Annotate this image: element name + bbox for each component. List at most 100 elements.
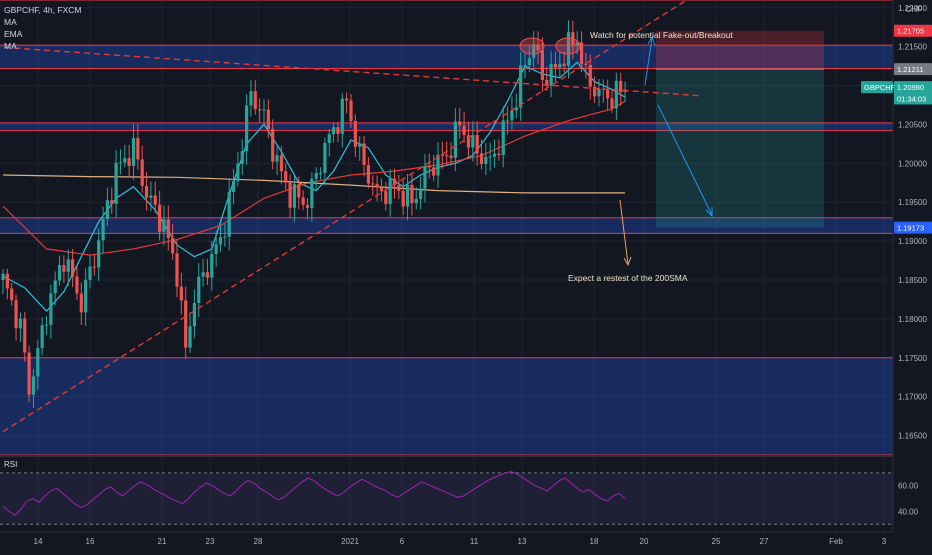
x-tick-label: 23 [206, 537, 215, 546]
candle-body [549, 64, 553, 86]
candle-body [497, 153, 501, 155]
candle-body [105, 200, 109, 220]
candle [301, 190, 305, 210]
candle [18, 312, 22, 343]
candle-body [162, 219, 166, 232]
candle [62, 255, 66, 284]
candle [584, 53, 588, 79]
candle [275, 145, 279, 175]
rsi-band [0, 472, 893, 525]
candle-body [419, 188, 423, 199]
candle-body [184, 300, 188, 348]
candle-body [466, 135, 471, 148]
candle [23, 311, 27, 362]
candle-body [427, 165, 431, 168]
candle-body [166, 219, 170, 238]
x-tick-label: 28 [254, 537, 263, 546]
candle-body [1, 273, 5, 280]
candle [149, 181, 153, 212]
candle-body [205, 272, 210, 278]
indicator-ma2-label[interactable]: MA [4, 41, 17, 51]
candle [436, 142, 440, 188]
candle [484, 142, 488, 176]
candle-body [271, 128, 275, 162]
rsi-label[interactable]: RSI [4, 460, 18, 469]
candle-body [401, 190, 405, 207]
candle-body [231, 180, 236, 193]
candle-body [514, 107, 518, 111]
candle [210, 240, 214, 291]
candle [14, 294, 18, 341]
candle-body [179, 286, 183, 301]
candle [323, 137, 327, 186]
candle [227, 179, 231, 251]
candle [318, 167, 323, 180]
y-tick-label: 1.22000 [898, 4, 927, 13]
candle [297, 176, 301, 210]
candle [79, 282, 83, 325]
breakout-arrowhead [647, 35, 656, 46]
candle-body [318, 172, 323, 174]
rsi-tick-label: 60.00 [898, 482, 919, 491]
candle-body [236, 163, 240, 181]
candle-body [506, 120, 510, 122]
price-badge: 1.21211 [894, 63, 932, 76]
price-badge-bg [861, 81, 893, 94]
candle-body [458, 121, 462, 126]
candle [453, 108, 457, 172]
candle [184, 286, 188, 359]
candle-body [31, 376, 36, 395]
candle [488, 142, 492, 171]
candle-body [288, 182, 292, 208]
candle [375, 175, 379, 202]
price-badge: 1.20980 [894, 81, 932, 94]
candle [175, 239, 179, 298]
candle [171, 224, 175, 260]
indicator-ma-label[interactable]: MA [4, 17, 17, 27]
candle [458, 108, 462, 139]
candle [575, 31, 579, 55]
candle [440, 141, 444, 169]
candle-body [149, 195, 153, 198]
candle-body [366, 165, 370, 184]
candle-body [323, 143, 327, 173]
candle-body [110, 200, 114, 204]
indicator-ema-label[interactable]: EMA [4, 29, 23, 39]
candle-body [284, 171, 288, 183]
price-badge-label: 1.21211 [897, 65, 924, 74]
candle [397, 174, 401, 199]
top-marker [519, 37, 545, 55]
candle-body [510, 110, 514, 121]
candle [345, 92, 349, 114]
candle [292, 176, 297, 222]
candle [101, 206, 105, 254]
x-tick-label: 20 [640, 537, 649, 546]
candle-body [171, 237, 175, 254]
candle-body [453, 121, 457, 159]
candle-body [440, 154, 444, 156]
target-arrowhead [705, 207, 713, 218]
candle-body [610, 98, 614, 109]
candle-body [136, 137, 140, 160]
sr-zone [0, 357, 893, 455]
candle-body [101, 219, 105, 241]
candle-body [575, 42, 579, 46]
candle-body [71, 259, 75, 277]
candle [593, 76, 597, 103]
chart-legend: GBPCHF, 4h, FXCM MA EMA MA [4, 4, 81, 52]
candle [271, 119, 275, 170]
price-badge-label: 01:34:03 [897, 94, 926, 103]
y-tick-label: 1.20000 [898, 159, 927, 168]
candle-body [36, 348, 40, 377]
trendline-1 [0, 46, 700, 97]
candle [410, 173, 414, 216]
symbol-label[interactable]: GBPCHF, 4h, FXCM [4, 5, 82, 15]
candle [388, 168, 392, 217]
candle-body [79, 293, 83, 313]
candle-body [201, 272, 205, 277]
candle [506, 106, 510, 135]
candle [401, 180, 405, 216]
candle [479, 139, 484, 170]
candle [192, 289, 196, 339]
